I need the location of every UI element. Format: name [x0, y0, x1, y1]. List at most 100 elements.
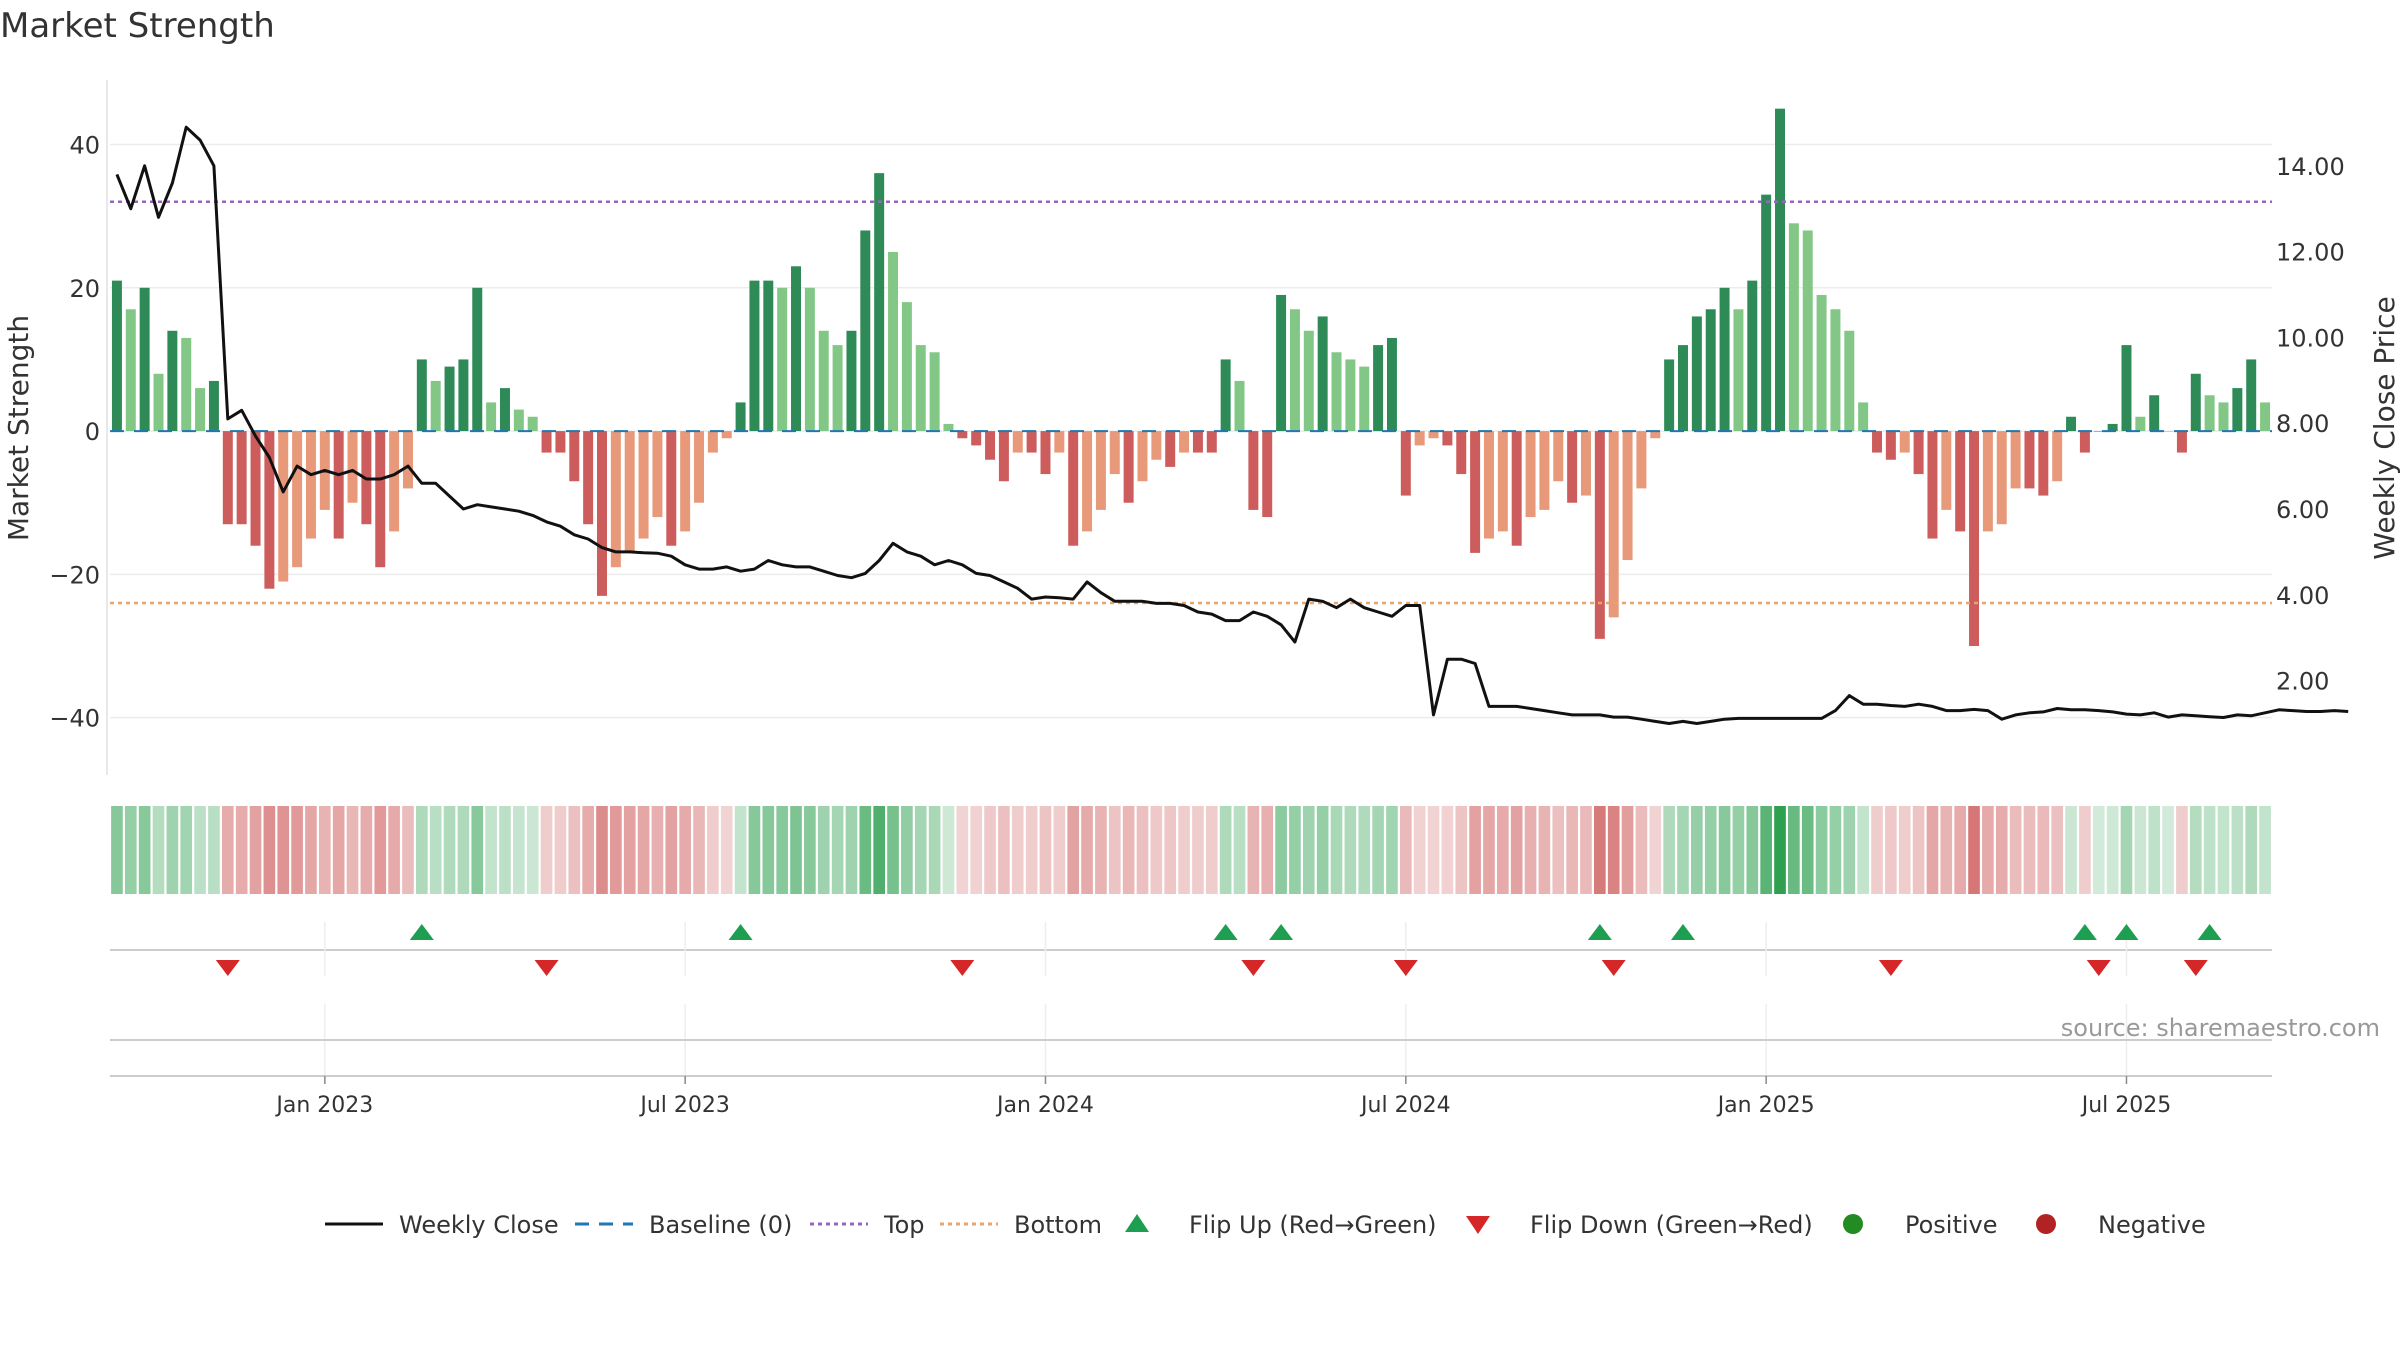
flip-up-marker	[1213, 924, 1238, 940]
flip-up-marker	[2197, 924, 2222, 940]
heat-strip-cell	[1580, 806, 1592, 894]
legend-item-flip_down: Flip Down (Green→Red)	[1466, 1211, 1813, 1239]
strength-bar	[957, 431, 968, 439]
legend-item-bottom: Bottom	[940, 1211, 1102, 1239]
strength-bar	[1747, 280, 1758, 432]
strength-bar	[1359, 366, 1370, 432]
heat-strip-cell	[845, 806, 858, 894]
strength-bar	[1511, 431, 1522, 546]
heat-strip-cell	[582, 806, 594, 894]
strength-bar	[791, 266, 802, 432]
strength-bar	[1594, 431, 1605, 639]
strength-bar	[2204, 395, 2215, 432]
strength-bar	[1844, 330, 1855, 432]
y2-tick-label: 2.00	[2276, 668, 2329, 696]
heat-strip-cell	[665, 806, 678, 894]
strength-bar	[1913, 431, 1924, 475]
strength-bar	[208, 380, 219, 432]
strength-bar	[763, 280, 774, 432]
heat-strip-cell	[2092, 806, 2105, 894]
heat-strip-cell	[1081, 806, 1093, 894]
heat-strip-cell	[249, 806, 262, 894]
x-tick-label: Jan 2024	[995, 1093, 1094, 1118]
heat-strip-cell	[1247, 806, 1260, 894]
legend-swatch	[1843, 1214, 1863, 1234]
strength-bar	[1317, 316, 1328, 432]
strength-bar	[680, 431, 691, 532]
strength-bar	[1137, 431, 1148, 482]
chart-title: Market Strength	[0, 6, 275, 46]
strength-bar	[1470, 431, 1481, 553]
strength-bar	[1026, 431, 1037, 453]
strength-bar	[915, 345, 926, 432]
heat-strip-cell	[1857, 806, 1869, 894]
heat-strip-cell	[1649, 806, 1662, 894]
heat-strip-cell	[2176, 806, 2188, 894]
heat-strip-cell	[901, 806, 913, 894]
heat-strip-cell	[2079, 806, 2091, 894]
strength-bar	[832, 345, 843, 432]
heat-strip-cell	[318, 806, 331, 894]
flip-down-marker	[2086, 960, 2111, 976]
heat-strip-cell	[1746, 806, 1759, 894]
heat-strip-cell	[235, 806, 248, 894]
strength-bar	[333, 431, 344, 539]
heat-strip-cell	[776, 806, 788, 894]
legend-label: Baseline (0)	[649, 1211, 792, 1239]
strength-bar	[1456, 431, 1467, 475]
strength-bar	[638, 431, 649, 539]
strength-bar	[513, 409, 524, 432]
heat-strip-cell	[1122, 806, 1135, 894]
strength-bar	[2010, 431, 2021, 489]
legend-swatch	[1125, 1214, 1149, 1232]
strength-bar	[694, 431, 704, 503]
x-tick-label: Jan 2023	[274, 1093, 373, 1118]
strength-bar	[167, 330, 178, 432]
heat-strip-cell	[1829, 806, 1842, 894]
y-tick-label: 40	[69, 131, 100, 159]
strength-bar	[1567, 431, 1578, 503]
heat-strip-cell	[1095, 806, 1107, 894]
heat-strip-cell	[443, 806, 456, 894]
heat-strip-cell	[374, 806, 387, 894]
heat-strip-cell	[305, 806, 317, 894]
heat-strip-cell	[859, 806, 872, 894]
x-tick-label: Jul 2023	[638, 1093, 730, 1118]
legend-item-close: Weekly Close	[325, 1211, 559, 1239]
strength-bar	[1192, 431, 1203, 453]
strength-bar	[472, 287, 483, 432]
strength-bar	[1872, 431, 1883, 453]
strength-bar	[1012, 431, 1023, 453]
heat-strip-cell	[1871, 806, 1883, 894]
strength-bar	[278, 431, 289, 582]
heat-strip-cell	[1053, 806, 1066, 894]
heat-strip-cell	[1011, 806, 1024, 894]
strength-bar	[236, 431, 247, 525]
strength-bar	[1525, 431, 1536, 518]
flip-down-marker	[215, 960, 240, 976]
strength-bar	[2232, 388, 2243, 432]
heat-strip-cell	[1469, 806, 1481, 894]
heat-strip-cell	[277, 806, 290, 894]
strength-bar	[818, 330, 829, 432]
heat-strip-cell	[2231, 806, 2244, 894]
strength-bar	[1179, 431, 1190, 453]
heat-strip-cell	[1108, 806, 1121, 894]
strength-bar	[1054, 431, 1065, 453]
strength-bar	[541, 431, 552, 453]
legend-label: Top	[883, 1211, 925, 1239]
flip-up-marker	[2072, 924, 2097, 940]
heat-strip-cell	[928, 806, 941, 894]
heat-strip-cell	[1594, 806, 1606, 894]
strength-bar	[888, 251, 899, 432]
heat-strip-cell	[221, 806, 234, 894]
y2-tick-label: 12.00	[2276, 239, 2345, 267]
strength-bar	[1082, 431, 1093, 532]
heat-strip-cell	[346, 806, 359, 894]
strength-bar	[1941, 431, 1952, 510]
strength-bar	[985, 431, 996, 460]
legend-item-top: Top	[810, 1211, 925, 1239]
strength-bar	[402, 431, 413, 489]
strength-bar	[2107, 423, 2118, 432]
